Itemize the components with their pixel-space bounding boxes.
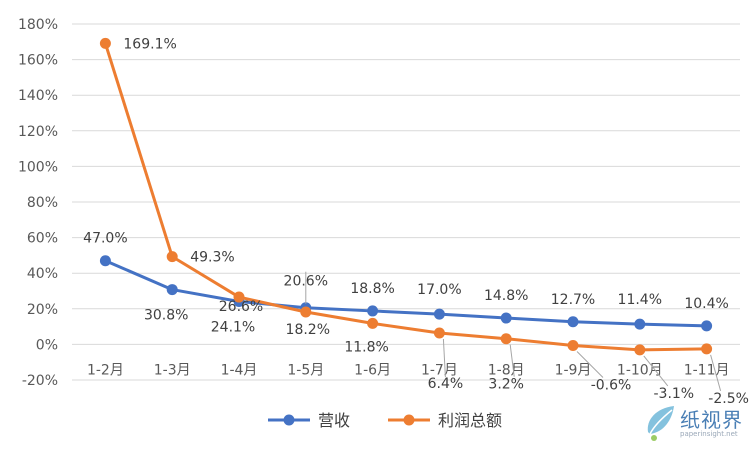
legend-marker-1 [283,414,295,426]
data-label: 11.4% [618,292,662,308]
series-point-1 [701,320,713,332]
data-label: 17.0% [417,282,461,298]
y-tick-label: 40% [27,266,58,282]
x-tick-label: 1-9月 [555,362,592,378]
series-point-2 [166,251,178,263]
x-tick-label: 1-7月 [421,362,458,378]
series-point-2 [300,306,312,318]
data-label: -0.6% [591,377,632,393]
x-tick-label: 1-3月 [154,362,191,378]
y-tick-label: -20% [22,373,58,389]
data-label: 18.8% [350,281,394,297]
leader-line [509,344,515,377]
data-label: 3.2% [488,377,524,393]
data-label: 18.2% [286,322,330,338]
x-tick-label: 1-2月 [87,362,124,378]
y-tick-label: 120% [18,124,58,140]
watermark-text: 纸视界 [680,408,743,432]
data-label: 12.7% [551,292,595,308]
y-tick-label: 180% [18,17,58,33]
series-line-1 [104,259,707,328]
leaf-logo-icon [647,406,674,441]
series-point-2 [701,343,713,355]
x-tick-label: 1-8月 [488,362,525,378]
y-tick-label: 160% [18,53,58,69]
y-tick-label: 0% [36,337,58,353]
watermark-logo: 纸视界 paperinsight.net [644,400,744,446]
series-point-1 [99,255,111,267]
series-point-2 [500,333,512,345]
series-point-1 [567,316,579,328]
y-tick-label: 60% [27,231,58,247]
series-point-1 [166,284,178,296]
legend-label: 营收 [318,411,350,430]
series-point-2 [367,317,379,329]
leader-line [576,351,604,378]
x-tick-label: 1-11月 [684,362,730,378]
series-point-1 [634,318,646,330]
y-tick-label: 80% [27,195,58,211]
series-point-1 [433,308,445,320]
series-point-2 [634,344,646,356]
leader-line [643,355,669,387]
y-tick-label: 20% [27,302,58,318]
leader-line [442,338,446,378]
data-label: -3.1% [653,386,694,402]
data-label: 11.8% [344,339,388,355]
data-label: 24.1% [211,320,255,336]
data-label: 169.1% [123,36,176,52]
data-label: 26.6% [219,299,263,315]
watermark-url: paperinsight.net [680,430,738,438]
legend-label: 利润总额 [438,411,502,430]
x-tick-label: 1-10月 [617,362,663,378]
series-point-2 [233,291,245,303]
legend-marker-2 [403,414,415,426]
series-point-2 [433,327,445,339]
series-point-2 [567,339,579,351]
series-point-1 [367,305,379,317]
data-label: 49.3% [190,250,234,266]
series-point-1 [500,312,512,324]
x-tick-label: 1-6月 [354,362,391,378]
series-point-2 [99,37,111,49]
leader-line [710,354,722,391]
x-tick-label: 1-4月 [221,362,258,378]
data-label: 47.0% [83,231,127,247]
data-label: 30.8% [144,308,188,324]
data-label: 10.4% [684,296,728,312]
y-tick-label: 140% [18,88,58,104]
data-label: -2.5% [708,391,749,407]
data-label: 6.4% [428,376,464,392]
x-tick-label: 1-5月 [287,362,324,378]
y-tick-label: 100% [18,159,58,175]
series-line-2 [103,42,707,352]
data-label: 14.8% [484,288,528,304]
